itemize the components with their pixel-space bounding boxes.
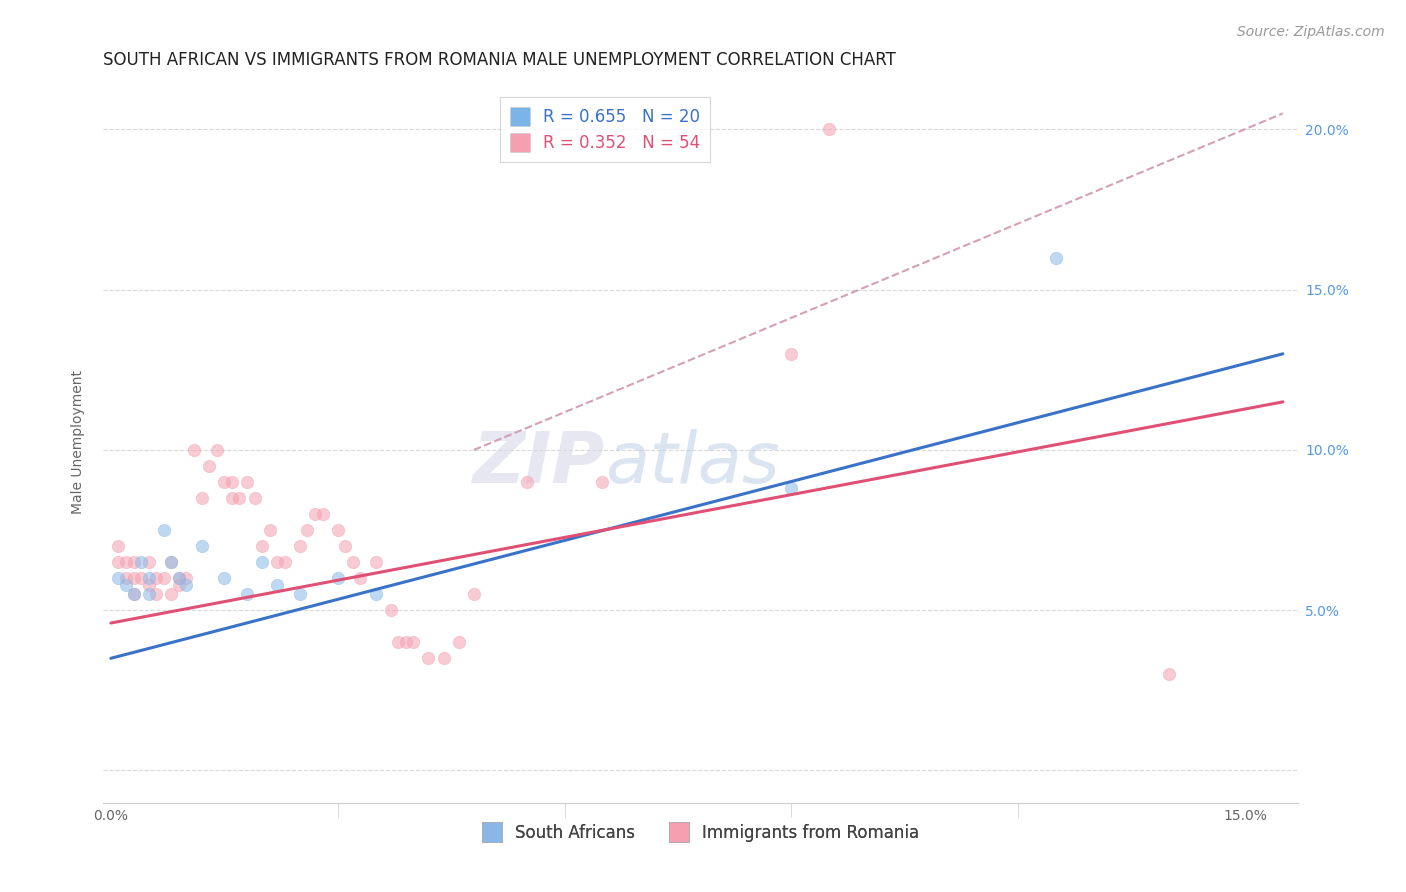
Point [304, 507, 326, 521]
Point [122, 587, 145, 601]
Point [402, 635, 425, 649]
Point [516, 475, 538, 489]
Point [395, 635, 418, 649]
Point [138, 577, 160, 591]
Point [326, 523, 349, 537]
Point [418, 651, 440, 665]
Point [214, 475, 236, 489]
Point [1045, 251, 1067, 265]
Point [364, 555, 387, 569]
Text: Source: ZipAtlas.com: Source: ZipAtlas.com [1237, 25, 1385, 39]
Point [107, 555, 129, 569]
Point [1159, 667, 1181, 681]
Point [129, 571, 152, 585]
Point [326, 571, 349, 585]
Text: SOUTH AFRICAN VS IMMIGRANTS FROM ROMANIA MALE UNEMPLOYMENT CORRELATION CHART: SOUTH AFRICAN VS IMMIGRANTS FROM ROMANIA… [103, 51, 896, 69]
Point [221, 491, 243, 505]
Point [122, 571, 145, 585]
Point [364, 587, 387, 601]
Point [160, 587, 183, 601]
Point [311, 507, 333, 521]
Point [138, 587, 160, 601]
Point [243, 491, 266, 505]
Point [183, 442, 205, 457]
Point [122, 587, 145, 601]
Point [780, 347, 803, 361]
Point [115, 577, 138, 591]
Point [138, 571, 160, 585]
Point [138, 555, 160, 569]
Point [432, 651, 454, 665]
Point [380, 603, 402, 617]
Legend: South Africans, Immigrants from Romania: South Africans, Immigrants from Romania [475, 815, 927, 848]
Point [167, 577, 190, 591]
Point [122, 555, 145, 569]
Point [214, 571, 236, 585]
Point [145, 571, 167, 585]
Point [107, 571, 129, 585]
Point [176, 571, 198, 585]
Point [145, 587, 167, 601]
Point [250, 555, 273, 569]
Point [115, 555, 138, 569]
Point [152, 523, 174, 537]
Text: ZIP: ZIP [472, 429, 605, 498]
Point [250, 539, 273, 553]
Point [190, 491, 212, 505]
Point [780, 482, 803, 496]
Point [152, 571, 174, 585]
Point [288, 587, 311, 601]
Point [221, 475, 243, 489]
Point [463, 587, 485, 601]
Point [274, 555, 297, 569]
Point [266, 577, 288, 591]
Point [387, 635, 409, 649]
Point [167, 571, 190, 585]
Point [236, 475, 259, 489]
Point [205, 442, 228, 457]
Point [297, 523, 319, 537]
Point [259, 523, 281, 537]
Point [349, 571, 371, 585]
Point [342, 555, 364, 569]
Y-axis label: Male Unemployment: Male Unemployment [72, 370, 86, 514]
Point [115, 571, 138, 585]
Point [176, 577, 198, 591]
Point [236, 587, 259, 601]
Point [288, 539, 311, 553]
Point [190, 539, 212, 553]
Point [129, 555, 152, 569]
Text: atlas: atlas [605, 429, 780, 498]
Point [160, 555, 183, 569]
Point [228, 491, 250, 505]
Point [335, 539, 357, 553]
Point [447, 635, 470, 649]
Point [167, 571, 190, 585]
Point [160, 555, 183, 569]
Point [818, 122, 841, 136]
Point [266, 555, 288, 569]
Point [198, 458, 221, 473]
Point [107, 539, 129, 553]
Point [591, 475, 613, 489]
